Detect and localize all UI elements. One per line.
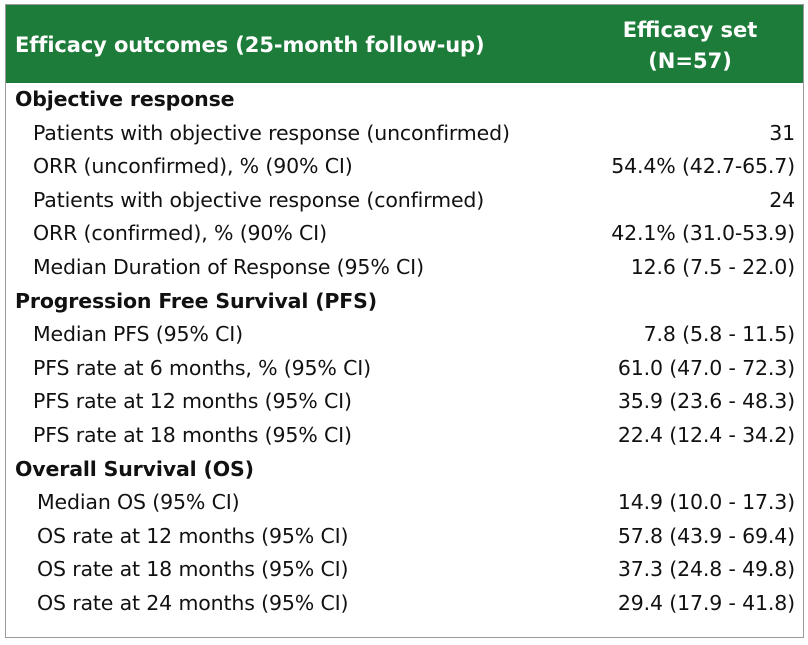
table-row: OS rate at 18 months (95% CI) 37.3 (24.8…: [6, 553, 803, 587]
table-row: PFS rate at 6 months, % (95% CI) 61.0 (4…: [6, 352, 803, 386]
section-title: Objective response: [15, 87, 235, 111]
table-row: ORR (unconfirmed), % (90% CI) 54.4% (42.…: [6, 150, 803, 184]
table-row: OS rate at 24 months (95% CI) 29.4 (17.9…: [6, 587, 803, 621]
row-value: 29.4 (17.9 - 41.8): [617, 590, 795, 615]
table-header: Efficacy outcomes (25-month follow-up) E…: [6, 5, 803, 83]
row-label: PFS rate at 6 months, % (95% CI): [33, 355, 372, 380]
row-label: OS rate at 12 months (95% CI): [37, 523, 349, 548]
row-value: 35.9 (23.6 - 48.3): [617, 389, 795, 414]
section-objective-response: Objective response: [6, 83, 803, 117]
table-row: PFS rate at 18 months (95% CI) 22.4 (12.…: [6, 419, 803, 453]
section-pfs: Progression Free Survival (PFS): [6, 285, 803, 319]
row-label: OS rate at 18 months (95% CI): [37, 557, 349, 582]
row-value: 12.6 (7.5 - 22.0): [630, 254, 795, 279]
table-row: Median Duration of Response (95% CI) 12.…: [6, 251, 803, 285]
row-value: 22.4 (12.4 - 34.2): [617, 422, 795, 447]
section-title: Progression Free Survival (PFS): [15, 288, 377, 313]
row-label: PFS rate at 12 months (95% CI): [33, 389, 352, 414]
table-row: Patients with objective response (unconf…: [6, 117, 803, 151]
row-value: 61.0 (47.0 - 72.3): [617, 355, 795, 380]
table-row: Median OS (95% CI) 14.9 (10.0 - 17.3): [6, 486, 803, 520]
header-efficacy-set-n: (N=57): [648, 49, 732, 73]
row-value: 42.1% (31.0-53.9): [611, 221, 795, 246]
section-os: Overall Survival (OS): [6, 453, 803, 487]
row-value: 57.8 (43.9 - 69.4): [617, 523, 795, 548]
header-outcomes: Efficacy outcomes (25-month follow-up): [15, 33, 485, 57]
section-title: Overall Survival (OS): [15, 456, 254, 481]
table-row: Patients with objective response (confir…: [6, 184, 803, 218]
row-value: 24: [769, 187, 795, 212]
row-label: ORR (unconfirmed), % (90% CI): [33, 154, 353, 179]
row-label: Median PFS (95% CI): [33, 322, 243, 347]
table-row: PFS rate at 12 months (95% CI) 35.9 (23.…: [6, 385, 803, 419]
row-label: ORR (confirmed), % (90% CI): [33, 221, 327, 246]
header-efficacy-set: Efficacy set (N=57): [595, 15, 785, 77]
row-value: 37.3 (24.8 - 49.8): [617, 557, 795, 582]
row-label: Median OS (95% CI): [37, 490, 240, 515]
row-value: 54.4% (42.7-65.7): [611, 154, 795, 179]
table-body: Objective response Patients with objecti…: [6, 83, 803, 637]
efficacy-table: Efficacy outcomes (25-month follow-up) E…: [5, 4, 804, 638]
header-efficacy-set-title: Efficacy set: [622, 18, 758, 42]
table-row: OS rate at 12 months (95% CI) 57.8 (43.9…: [6, 520, 803, 554]
row-value: 7.8 (5.8 - 11.5): [643, 322, 796, 347]
row-label: OS rate at 24 months (95% CI): [37, 590, 349, 615]
row-label: Patients with objective response (unconf…: [33, 120, 510, 145]
row-label: Patients with objective response (confir…: [33, 187, 485, 212]
row-value: 31: [769, 120, 795, 145]
table-row: Median PFS (95% CI) 7.8 (5.8 - 11.5): [6, 318, 803, 352]
row-label: PFS rate at 18 months (95% CI): [33, 422, 352, 447]
row-label: Median Duration of Response (95% CI): [33, 254, 424, 279]
table-row: ORR (confirmed), % (90% CI) 42.1% (31.0-…: [6, 217, 803, 251]
row-value: 14.9 (10.0 - 17.3): [617, 490, 795, 515]
